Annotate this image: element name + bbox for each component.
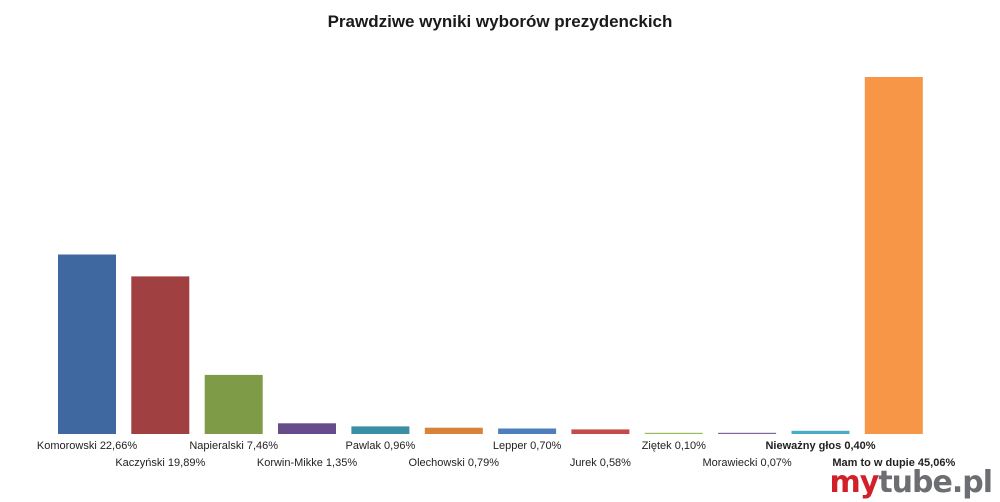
- bar-label-8: Ziętek 0,10%: [642, 440, 706, 452]
- bar-8: [644, 432, 703, 434]
- bar-3: [278, 423, 336, 434]
- mytube-watermark: mytube.pl: [829, 465, 993, 500]
- bar-label-3: Korwin-Mikke 1,35%: [257, 457, 357, 469]
- bar-2: [204, 374, 263, 434]
- bar-label-1: Kaczyński 19,89%: [115, 457, 205, 469]
- bar-11: [864, 77, 923, 434]
- bar-label-6: Lepper 0,70%: [493, 440, 562, 452]
- bar-label-2: Napieralski 7,46%: [189, 440, 278, 452]
- chart-title: Prawdziwe wyniki wyborów prezydenckich: [327, 12, 673, 31]
- bar-label-11: Mam to w dupie 45,06%: [832, 457, 955, 469]
- bar-1: [131, 276, 190, 434]
- bar-5: [424, 427, 483, 434]
- bar-label-4: Pawlak 0,96%: [346, 440, 416, 452]
- bar-7: [571, 429, 630, 434]
- watermark-my: my: [829, 465, 879, 500]
- bar-label-5: Olechowski 0,79%: [409, 457, 500, 469]
- bar-label-0: Komorowski 22,66%: [37, 440, 137, 452]
- bar-label-7: Jurek 0,58%: [570, 457, 631, 469]
- bar-9: [718, 432, 777, 434]
- bar-10: [791, 430, 850, 434]
- bar-6: [498, 428, 557, 434]
- bar-label-10: Nieważny głos 0,40%: [765, 440, 875, 452]
- watermark-tube: tube.pl: [878, 465, 993, 500]
- bar-4: [351, 426, 410, 434]
- bar-0: [58, 254, 116, 434]
- bar-label-9: Morawiecki 0,07%: [702, 457, 791, 469]
